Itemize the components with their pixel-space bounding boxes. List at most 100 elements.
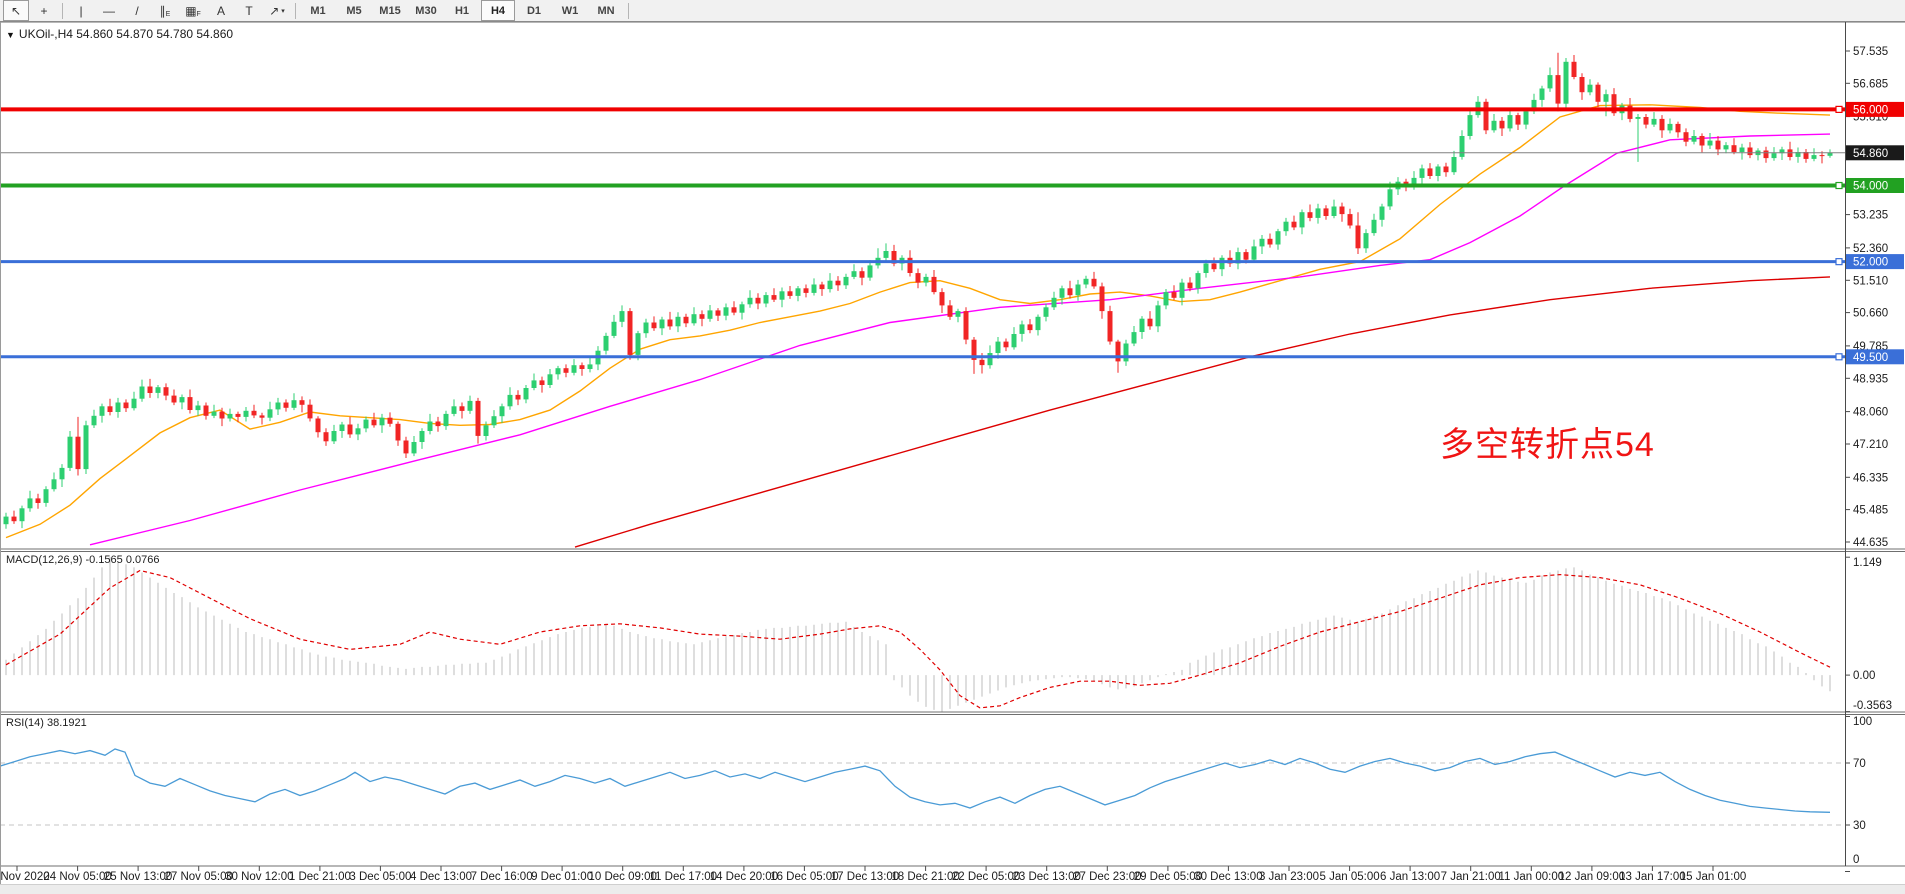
time-axis-label: 30 Dec 13:00 [1194, 871, 1262, 883]
time-axis-label: 24 Nov 05:00 [43, 871, 111, 883]
time-axis-label: 3 Jan 23:00 [1259, 871, 1319, 883]
fibonacci-tool-button[interactable]: ▦ F [185, 3, 201, 19]
time-axis-label: 25 Nov 13:00 [104, 871, 172, 883]
price-tick-label: 57.535 [1853, 46, 1888, 58]
time-axis-label: 16 Dec 05:00 [770, 871, 838, 883]
vertical-line-tool-button[interactable]: | [79, 3, 83, 18]
price-badge-56.000: 56.000 [1846, 101, 1904, 117]
rsi-axis-label: 70 [1853, 758, 1866, 770]
hline-49.5[interactable] [0, 353, 1845, 361]
price-tick-label: 53.235 [1853, 210, 1888, 222]
time-axis-label: 6 Jan 13:00 [1380, 871, 1440, 883]
price-tick-label: 45.485 [1853, 505, 1888, 517]
price-tick-label: 48.060 [1853, 407, 1888, 419]
rsi-line [0, 748, 1831, 813]
time-axis-label: 12 Jan 09:00 [1559, 871, 1626, 883]
hline-54[interactable] [0, 181, 1845, 190]
price-tick-label: 50.660 [1853, 308, 1888, 320]
price-tick-label: 56.685 [1853, 78, 1888, 90]
timeframe-m5-button[interactable]: M5 [346, 4, 362, 17]
time-axis-label: 5 Jan 05:00 [1320, 871, 1380, 883]
toolbar: ↖ + | — / ∥ E ▦ F A T ↗ ▾ M1 M5 M15 M30 H1 H4 D1 W1 MN [0, 0, 1905, 22]
horizontal-line-tool-button[interactable]: — [103, 3, 115, 18]
horizontal-level-lines [0, 105, 1845, 361]
equidistant-channel-tool-button[interactable]: ∥ E [159, 3, 171, 19]
text-label-tool-button[interactable]: T [245, 3, 253, 18]
price-tick-label: 47.210 [1853, 439, 1888, 451]
ma-fast-line [5, 104, 1831, 539]
trendline-tool-button[interactable]: / [135, 3, 139, 18]
svg-text:54.000: 54.000 [1853, 181, 1888, 193]
ma-slow-line [574, 276, 1831, 548]
price-tick-label: 48.935 [1853, 373, 1888, 385]
toolbar-separator [295, 2, 296, 19]
time-axis-label: 13 Jan 17:00 [1619, 871, 1686, 883]
time-axis-label: 1 Dec 21:00 [289, 871, 351, 883]
hline-end-marker[interactable] [1835, 105, 1843, 113]
price-tick-label: 44.635 [1853, 537, 1888, 549]
price-badge-52.000: 52.000 [1846, 254, 1904, 270]
symbol-dropdown-icon[interactable]: ▼ [6, 30, 15, 40]
timeframe-m15-button[interactable]: M15 [379, 4, 401, 17]
drawing-tools-group: ↖ + | — / ∥ E ▦ F A T ↗ ▾ [2, 0, 300, 21]
time-axis-label: 17 Dec 13:00 [831, 871, 899, 883]
price-tick-label: 46.335 [1853, 472, 1888, 484]
ma-mid-line [89, 133, 1831, 546]
annotation-text: 多空转折点54 [1440, 426, 1655, 464]
price-tick-label: 52.360 [1853, 243, 1888, 255]
text-tool-button[interactable]: A [216, 3, 225, 18]
timeframe-mn-button[interactable]: MN [597, 4, 615, 17]
time-axis-label: 14 Dec 20:00 [710, 871, 778, 883]
chevron-down-icon[interactable]: ▾ [281, 7, 285, 15]
time-axis-label: 7 Dec 16:00 [471, 871, 533, 883]
time-axis-label: 22 Dec 05:00 [952, 871, 1020, 883]
cursor-tool-button[interactable]: ↖ [3, 0, 29, 21]
hline-56[interactable] [0, 105, 1845, 113]
time-axis-label: 4 Dec 13:00 [410, 871, 472, 883]
time-axis-label: 15 Jan 01:00 [1680, 871, 1747, 883]
rsi-panel [0, 748, 1845, 826]
arrows-tool-button[interactable]: ↗ ▾ [269, 3, 285, 18]
time-axis-label: 10 Dec 09:00 [588, 871, 656, 883]
crosshair-tool-button[interactable]: + [40, 3, 48, 18]
macd-panel [5, 557, 1831, 712]
price-tick-label: 51.510 [1853, 275, 1888, 287]
timeframe-d1-button[interactable]: D1 [526, 4, 542, 17]
time-axis-label: 22 Nov 2020 [0, 871, 50, 883]
timeframe-w1-button[interactable]: W1 [561, 4, 579, 17]
time-axis-label: 11 Jan 00:00 [1498, 871, 1564, 883]
chart-plot-area[interactable] [0, 23, 1845, 866]
moving-averages [5, 104, 1831, 548]
time-axis-label: 27 Nov 05:00 [164, 871, 232, 883]
hline-end-marker[interactable] [1835, 258, 1843, 266]
hline-end-marker[interactable] [1835, 181, 1843, 190]
timeframe-h1-button[interactable]: H1 [454, 4, 470, 17]
time-axis-label: 7 Jan 21:00 [1441, 871, 1501, 883]
svg-text:49.500: 49.500 [1853, 352, 1888, 364]
toolbar-separator [62, 2, 63, 19]
candlestick-series [3, 52, 1833, 529]
symbol-ohlc-text: UKOil-,H4 54.860 54.870 54.780 54.860 [18, 27, 234, 41]
macd-axis-label: -0.3563 [1853, 700, 1892, 712]
time-axis-label: 30 Nov 12:00 [225, 871, 293, 883]
time-axis-label: 23 Dec 13:00 [1012, 871, 1080, 883]
hline-end-marker[interactable] [1835, 353, 1843, 361]
svg-text:56.000: 56.000 [1853, 104, 1888, 116]
equidistant-channel-sub-letter: E [165, 11, 171, 18]
timeframe-m1-button[interactable]: M1 [310, 4, 326, 17]
macd-axis-label: 1.149 [1853, 557, 1882, 569]
macd-axis-label: 0.00 [1853, 670, 1875, 682]
time-axis-label: 3 Dec 05:00 [349, 871, 411, 883]
toolbar-separator [628, 2, 629, 19]
timeframe-m30-button[interactable]: M30 [415, 4, 437, 17]
time-axis-label: 29 Dec 05:00 [1134, 871, 1202, 883]
rsi-axis-label: 30 [1853, 820, 1866, 832]
svg-text:54.860: 54.860 [1853, 148, 1888, 160]
hline-52[interactable] [0, 258, 1845, 266]
time-axis-label: 18 Dec 21:00 [891, 871, 959, 883]
timeframe-h4-button[interactable]: H4 [481, 0, 515, 21]
time-axis-label: 9 Dec 01:00 [531, 871, 593, 883]
timeframe-buttons-group: M1 M5 M15 M30 H1 H4 D1 W1 MN [300, 0, 624, 21]
